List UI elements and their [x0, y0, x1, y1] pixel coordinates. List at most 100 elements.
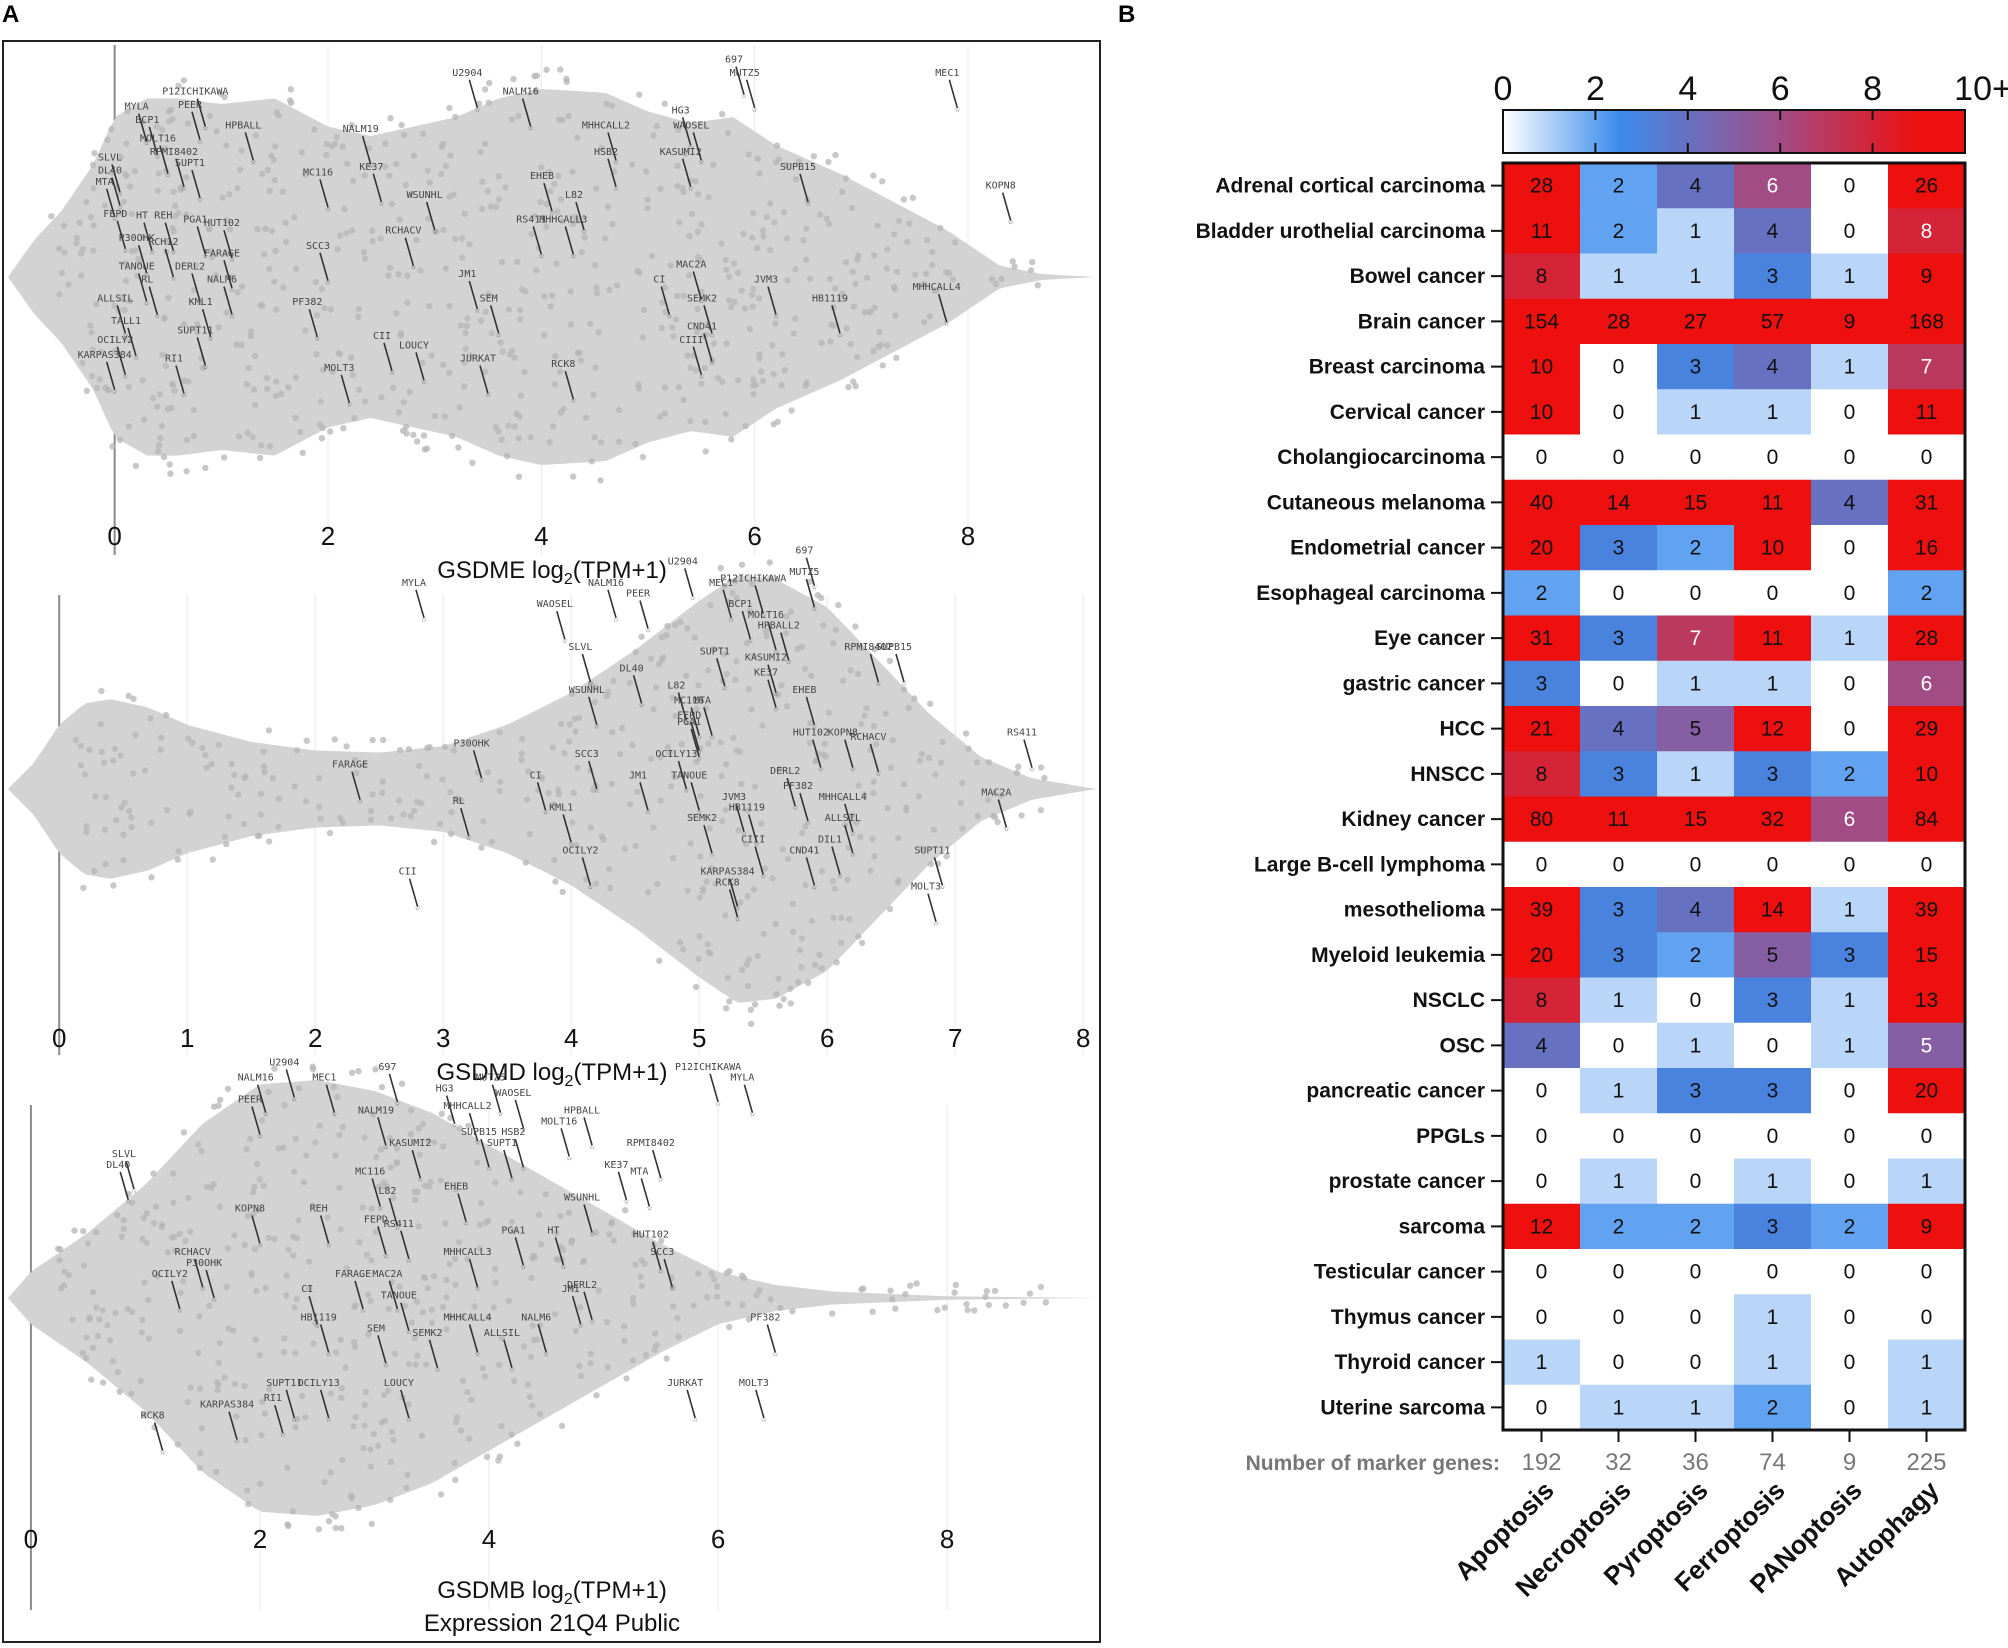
cell-line-label: CI	[653, 275, 665, 286]
cell-line-pointer	[767, 664, 777, 693]
cell-line-marker: ☆CND41	[687, 322, 717, 369]
x-tick-label: 0	[24, 1524, 38, 1554]
cell-line-pointer	[844, 824, 854, 854]
row-label: mesothelioma	[1344, 899, 1486, 922]
cell-line-star: ☆	[181, 183, 187, 194]
cell-line-dot	[668, 324, 676, 331]
cell-line-marker: ☆OCILY2	[562, 845, 598, 892]
cell-line-dot	[787, 1000, 794, 1007]
cell-line-dot	[378, 1419, 385, 1426]
cell-value: 80	[1530, 808, 1553, 831]
cell-line-dot	[606, 286, 613, 294]
cell-line-marker: ☆DL40	[106, 1160, 131, 1207]
cell-line-label: HSB2	[594, 147, 618, 158]
cell-line-dot	[766, 559, 773, 566]
x-tick-label: 3	[436, 1023, 450, 1053]
cell-line-dot	[571, 715, 579, 723]
cell-line-dot	[652, 684, 660, 691]
cell-line-dot	[198, 1147, 205, 1155]
cell-line-dot	[751, 783, 759, 790]
cell-line-label: MOLT3	[324, 363, 354, 374]
cell-line-marker: ☆KASUMI2	[389, 1138, 431, 1185]
cell-line-dot	[492, 1179, 499, 1186]
cell-line-pointer	[799, 792, 809, 822]
cell-line-dot	[231, 1380, 239, 1388]
cell-line-dot	[252, 132, 260, 139]
cell-line-marker: ☆HB1119	[729, 803, 765, 850]
cell-line-marker: ☆NALM16	[503, 87, 539, 134]
cell-line-dot	[430, 838, 438, 846]
cell-line-dot	[281, 1102, 288, 1109]
cell-line-dot	[852, 623, 859, 630]
cell-line-dot	[959, 825, 966, 832]
cell-line-marker: ☆HG3	[436, 1084, 458, 1131]
cell-line-label: MEC1	[709, 578, 733, 589]
cell-line-dot	[291, 1304, 298, 1311]
cell-line-dot	[789, 900, 796, 907]
cell-line-dot	[734, 377, 742, 384]
row-label: HNSCC	[1410, 763, 1485, 786]
cell-line-pointer	[148, 286, 159, 315]
cell-line-marker: ☆PF382	[783, 781, 813, 828]
cell-line-pointer	[805, 578, 816, 608]
cell-line-dot	[411, 807, 418, 815]
cell-line-dot	[250, 1210, 257, 1217]
cell-line-pointer	[468, 1258, 479, 1288]
cell-line-dot	[448, 432, 456, 440]
cell-line-label: SLVL	[568, 642, 592, 653]
cell-line-dot	[937, 759, 945, 767]
cell-line-dot	[795, 158, 803, 165]
cell-line-dot	[141, 1412, 148, 1419]
cell-line-dot	[199, 744, 206, 752]
cell-line-dot	[518, 735, 526, 743]
cell-line-dot	[291, 783, 298, 790]
cell-line-pointer	[191, 111, 201, 140]
cell-line-dot	[849, 812, 856, 819]
cell-line-dot	[900, 196, 907, 203]
cell-line-dot	[478, 205, 486, 213]
cell-line-dot	[567, 288, 574, 295]
cell-line-dot	[411, 1334, 418, 1342]
cell-line-dot	[150, 1170, 157, 1177]
cell-line-dot	[604, 203, 612, 211]
cell-line-dot	[728, 303, 735, 311]
cell-line-pointer	[116, 346, 127, 375]
cell-line-dot	[415, 1125, 422, 1132]
cell-line-dot	[581, 1257, 588, 1265]
cell-line-marker: ☆DIL1	[818, 835, 843, 882]
cell-line-dot	[638, 633, 645, 640]
heatmap-cell	[1888, 389, 1966, 436]
cell-line-dot	[835, 601, 842, 609]
cell-line-marker: ☆HT	[136, 211, 155, 258]
cell-line-dot	[861, 712, 868, 719]
cell-line-label: REH	[310, 1204, 328, 1215]
heatmap-cell	[1888, 1384, 1966, 1431]
cell-line-label: L82	[667, 681, 685, 692]
cell-line-label: JVM3	[754, 275, 778, 286]
cell-line-dot	[867, 867, 874, 875]
cell-value: 0	[1613, 356, 1625, 379]
cell-line-dot	[379, 736, 387, 744]
cell-line-label: FARAGE	[332, 760, 368, 771]
cell-line-label: MOLT16	[140, 134, 176, 145]
cell-line-dot	[759, 377, 767, 385]
cell-line-dot	[545, 789, 552, 797]
cell-line-dot	[592, 364, 599, 371]
cell-line-dot	[732, 676, 739, 683]
cell-line-marker: ☆PF382	[292, 297, 322, 344]
cell-line-pointer	[536, 782, 547, 811]
cell-line-dot	[486, 79, 493, 87]
cell-line-dot	[845, 383, 852, 391]
cell-line-dot	[514, 1440, 521, 1447]
cell-line-dot	[735, 827, 742, 834]
cell-line-dot	[937, 224, 944, 232]
cell-line-marker: ☆DL40	[98, 166, 123, 213]
cell-line-label: HT	[547, 1225, 559, 1236]
cell-line-dot	[852, 280, 859, 287]
cell-line-pointer	[400, 1389, 410, 1419]
cell-line-dot	[529, 1322, 536, 1330]
cell-line-star: ☆	[331, 1109, 337, 1120]
cell-line-dot	[927, 860, 935, 868]
cell-line-marker: ☆JURKAT	[460, 354, 496, 401]
cell-line-dot	[258, 1117, 266, 1124]
